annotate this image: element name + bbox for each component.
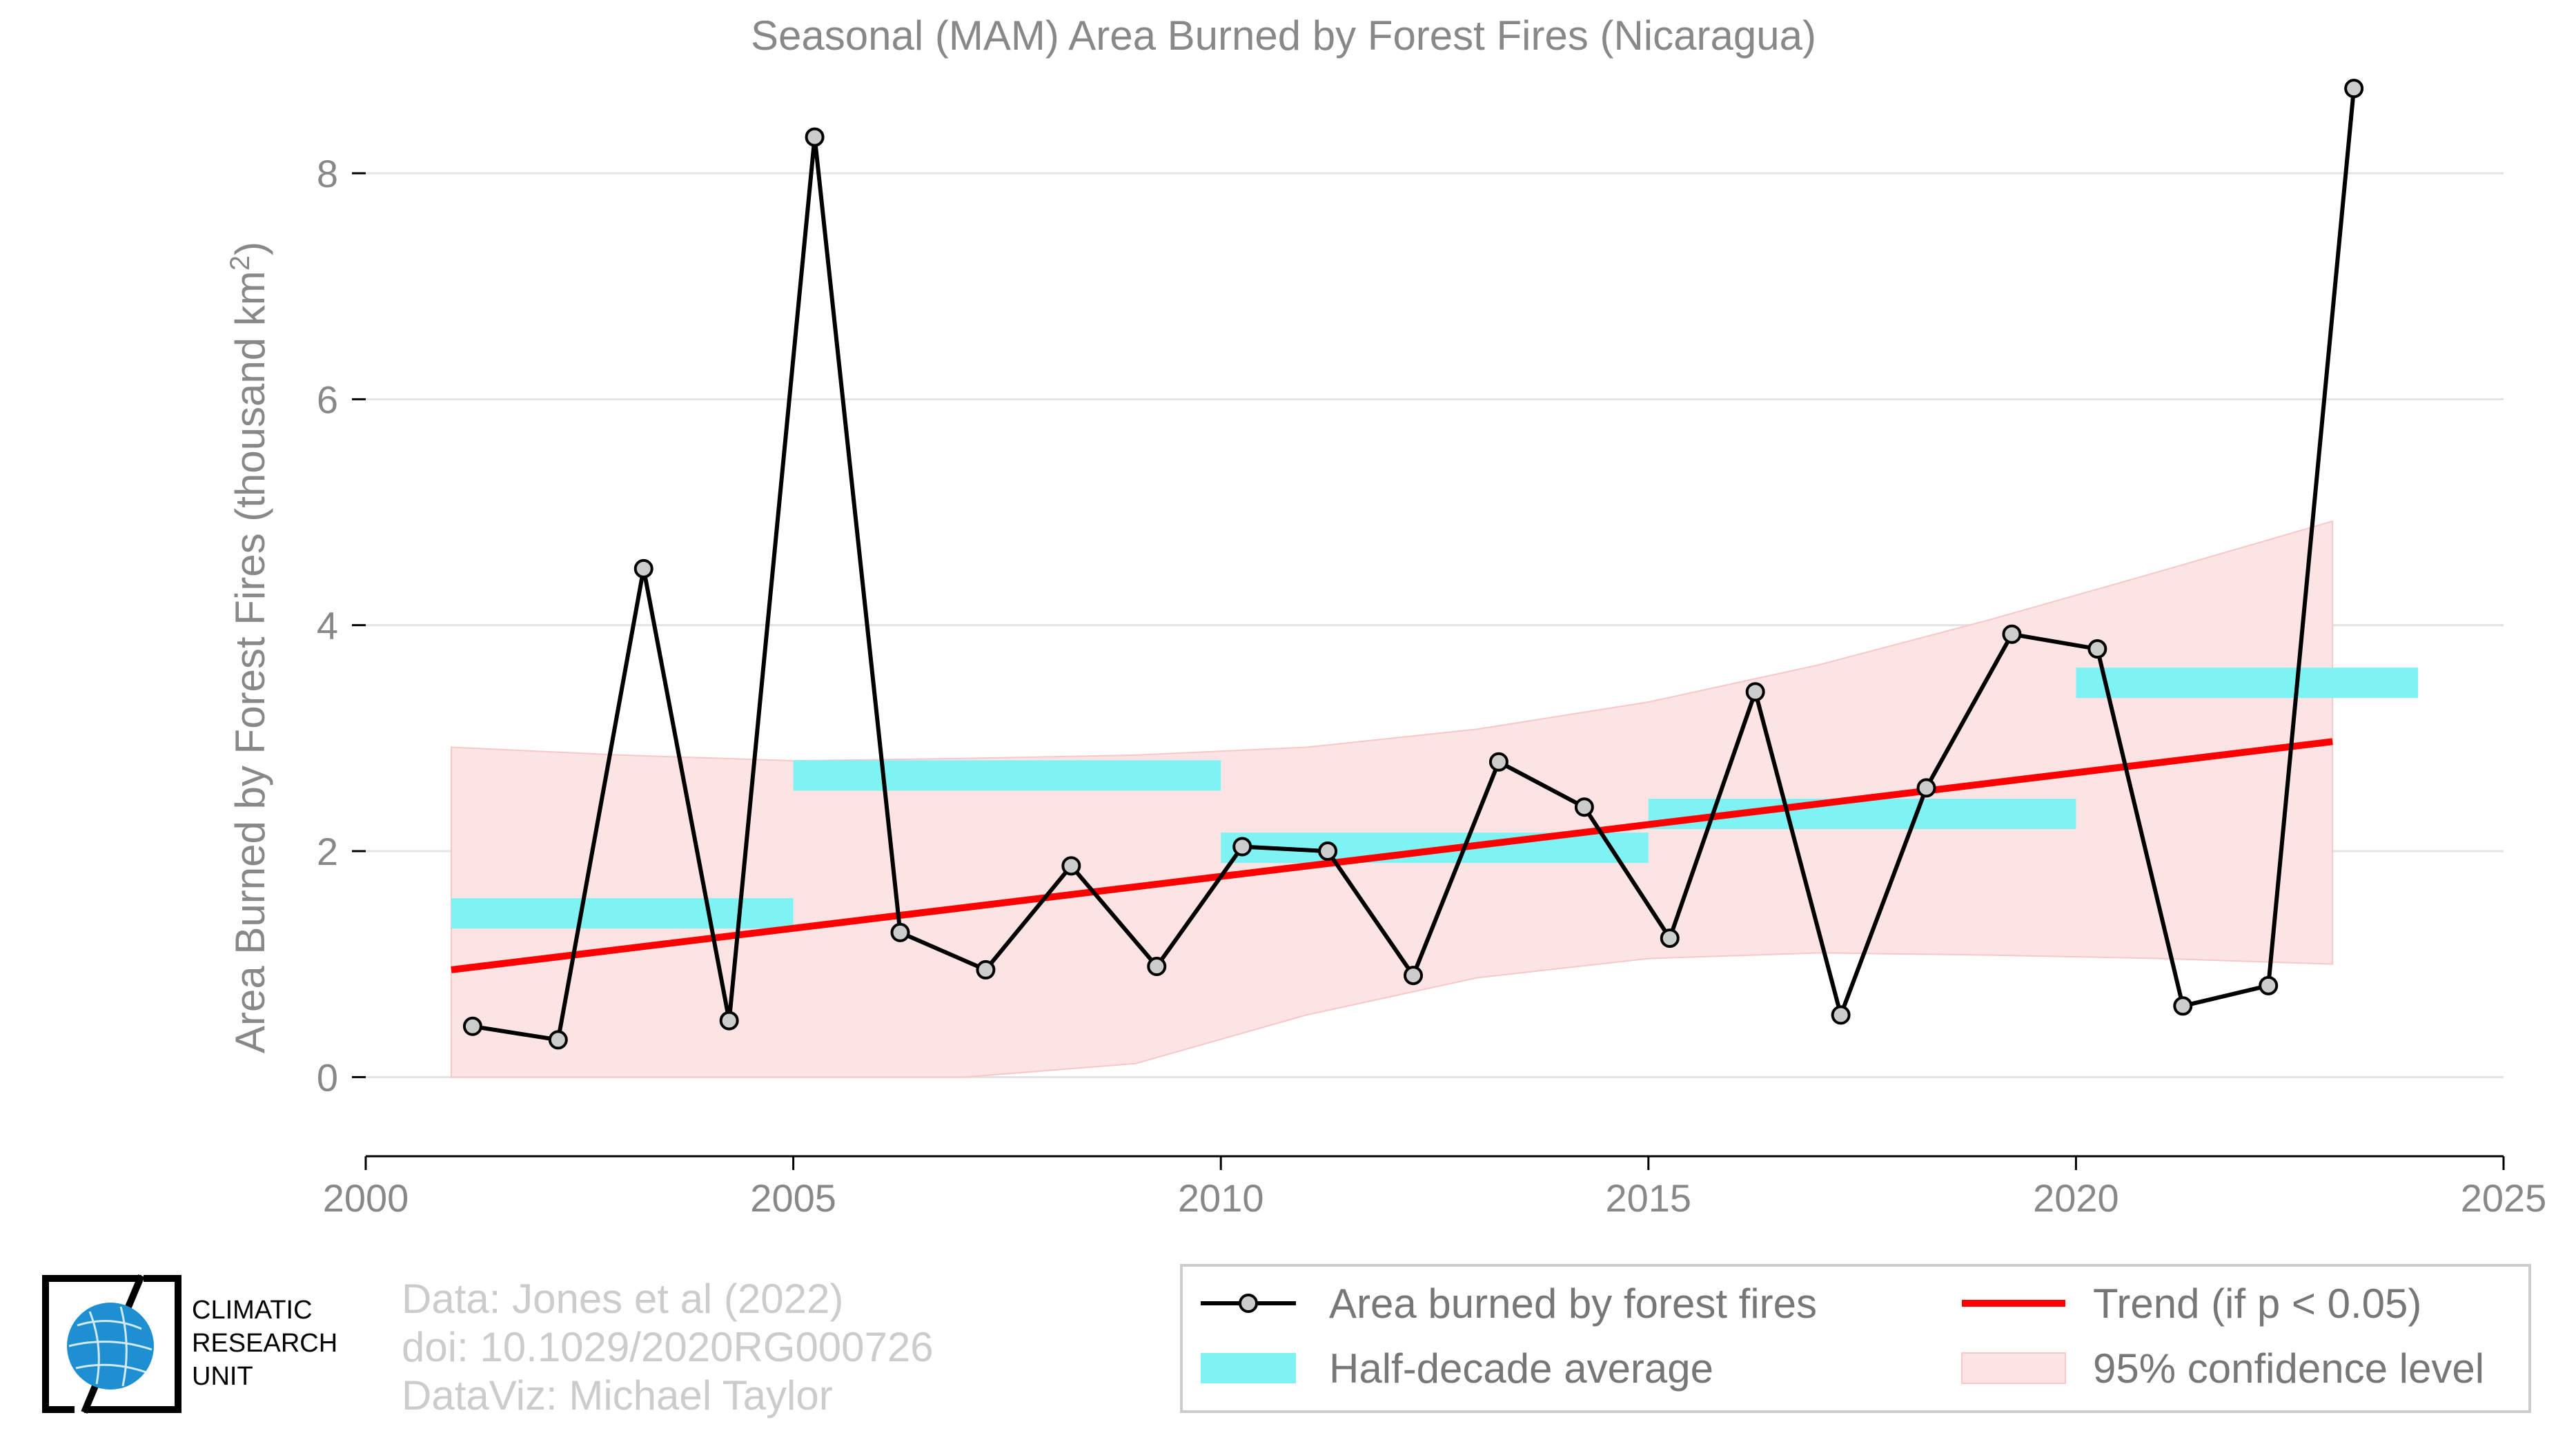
data-point [548, 1030, 568, 1050]
area-burned-markers [462, 79, 2364, 1050]
x-tick-label: 2025 [2461, 1176, 2547, 1220]
y-axis-ticks: 0 2 4 6 8 [317, 152, 366, 1099]
data-point [1404, 966, 1424, 986]
credit-line-3: DataViz: Michael Taylor [402, 1372, 833, 1419]
data-point [1916, 778, 1936, 798]
data-point [1488, 752, 1508, 772]
legend-box [1180, 1264, 2531, 1413]
cru-logo: CLIMATIC RESEARCH UNIT [42, 1274, 337, 1414]
legend-conf-swatch [1961, 1352, 2066, 1384]
x-tick-label: 2020 [2033, 1176, 2119, 1220]
y-axis-label: Area Burned by Forest Fires (thousand km… [225, 242, 273, 1053]
data-point [2002, 624, 2022, 644]
data-point [719, 1011, 739, 1031]
data-point [1574, 797, 1594, 817]
logo-bracket-left [42, 1275, 141, 1413]
data-point [805, 127, 825, 147]
half-decade-bar [2076, 668, 2419, 699]
logo-bracket-right [84, 1275, 181, 1413]
data-point [462, 1016, 482, 1036]
data-point [2344, 79, 2364, 99]
data-point [1318, 841, 1338, 861]
data-point [2087, 639, 2107, 659]
logo-text-line1: CLIMATIC [192, 1296, 313, 1325]
x-axis-ticks: 2000 2005 2010 2015 2020 2025 [323, 1156, 2547, 1220]
legend-conf-label: 95% confidence level [2093, 1345, 2484, 1392]
y-tick-label: 2 [317, 830, 338, 873]
data-point [2173, 996, 2193, 1016]
data-point [1660, 928, 1680, 948]
globe-lines-icon [68, 1306, 153, 1387]
x-tick-label: 2000 [323, 1176, 409, 1220]
legend-area-marker [1239, 1294, 1258, 1313]
credit-line-1: Data: Jones et al (2022) [402, 1276, 843, 1322]
logo-text-line3: UNIT [192, 1362, 253, 1391]
legend-area-label: Area burned by forest fires [1329, 1280, 1817, 1327]
legend-half-swatch [1201, 1353, 1296, 1383]
x-tick-label: 2005 [750, 1176, 836, 1220]
y-tick-label: 8 [317, 152, 338, 195]
half-decade-bar [451, 898, 794, 929]
legend: Area burned by forest fires Half-decade … [1180, 1264, 2531, 1413]
data-point [633, 558, 653, 578]
logo-text-line2: RESEARCH [192, 1329, 337, 1358]
x-tick-label: 2015 [1606, 1176, 1692, 1220]
y-axis-label-close: ) [227, 242, 273, 255]
y-tick-label: 4 [317, 604, 338, 647]
legend-half-label: Half-decade average [1329, 1345, 1713, 1392]
data-point [1745, 682, 1765, 702]
y-tick-label: 0 [317, 1055, 338, 1099]
trend-line [451, 738, 2333, 973]
data-point [1061, 856, 1081, 876]
data-point [1831, 1005, 1851, 1025]
data-point [976, 960, 996, 980]
y-tick-label: 6 [317, 378, 338, 421]
credit-line-2: doi: 10.1029/2020RG000726 [402, 1324, 934, 1370]
data-point [890, 922, 910, 942]
data-point [1147, 957, 1167, 977]
confidence-band [450, 520, 2334, 1078]
half-decade-bar [793, 760, 1221, 791]
data-point [1232, 837, 1252, 857]
data-point [2259, 975, 2279, 995]
x-tick-label: 2010 [1178, 1176, 1264, 1220]
legend-trend-label: Trend (if p < 0.05) [2093, 1280, 2421, 1327]
chart-title: Seasonal (MAM) Area Burned by Forest Fir… [751, 12, 1816, 59]
y-axis-label-superscript: 2 [225, 255, 255, 271]
